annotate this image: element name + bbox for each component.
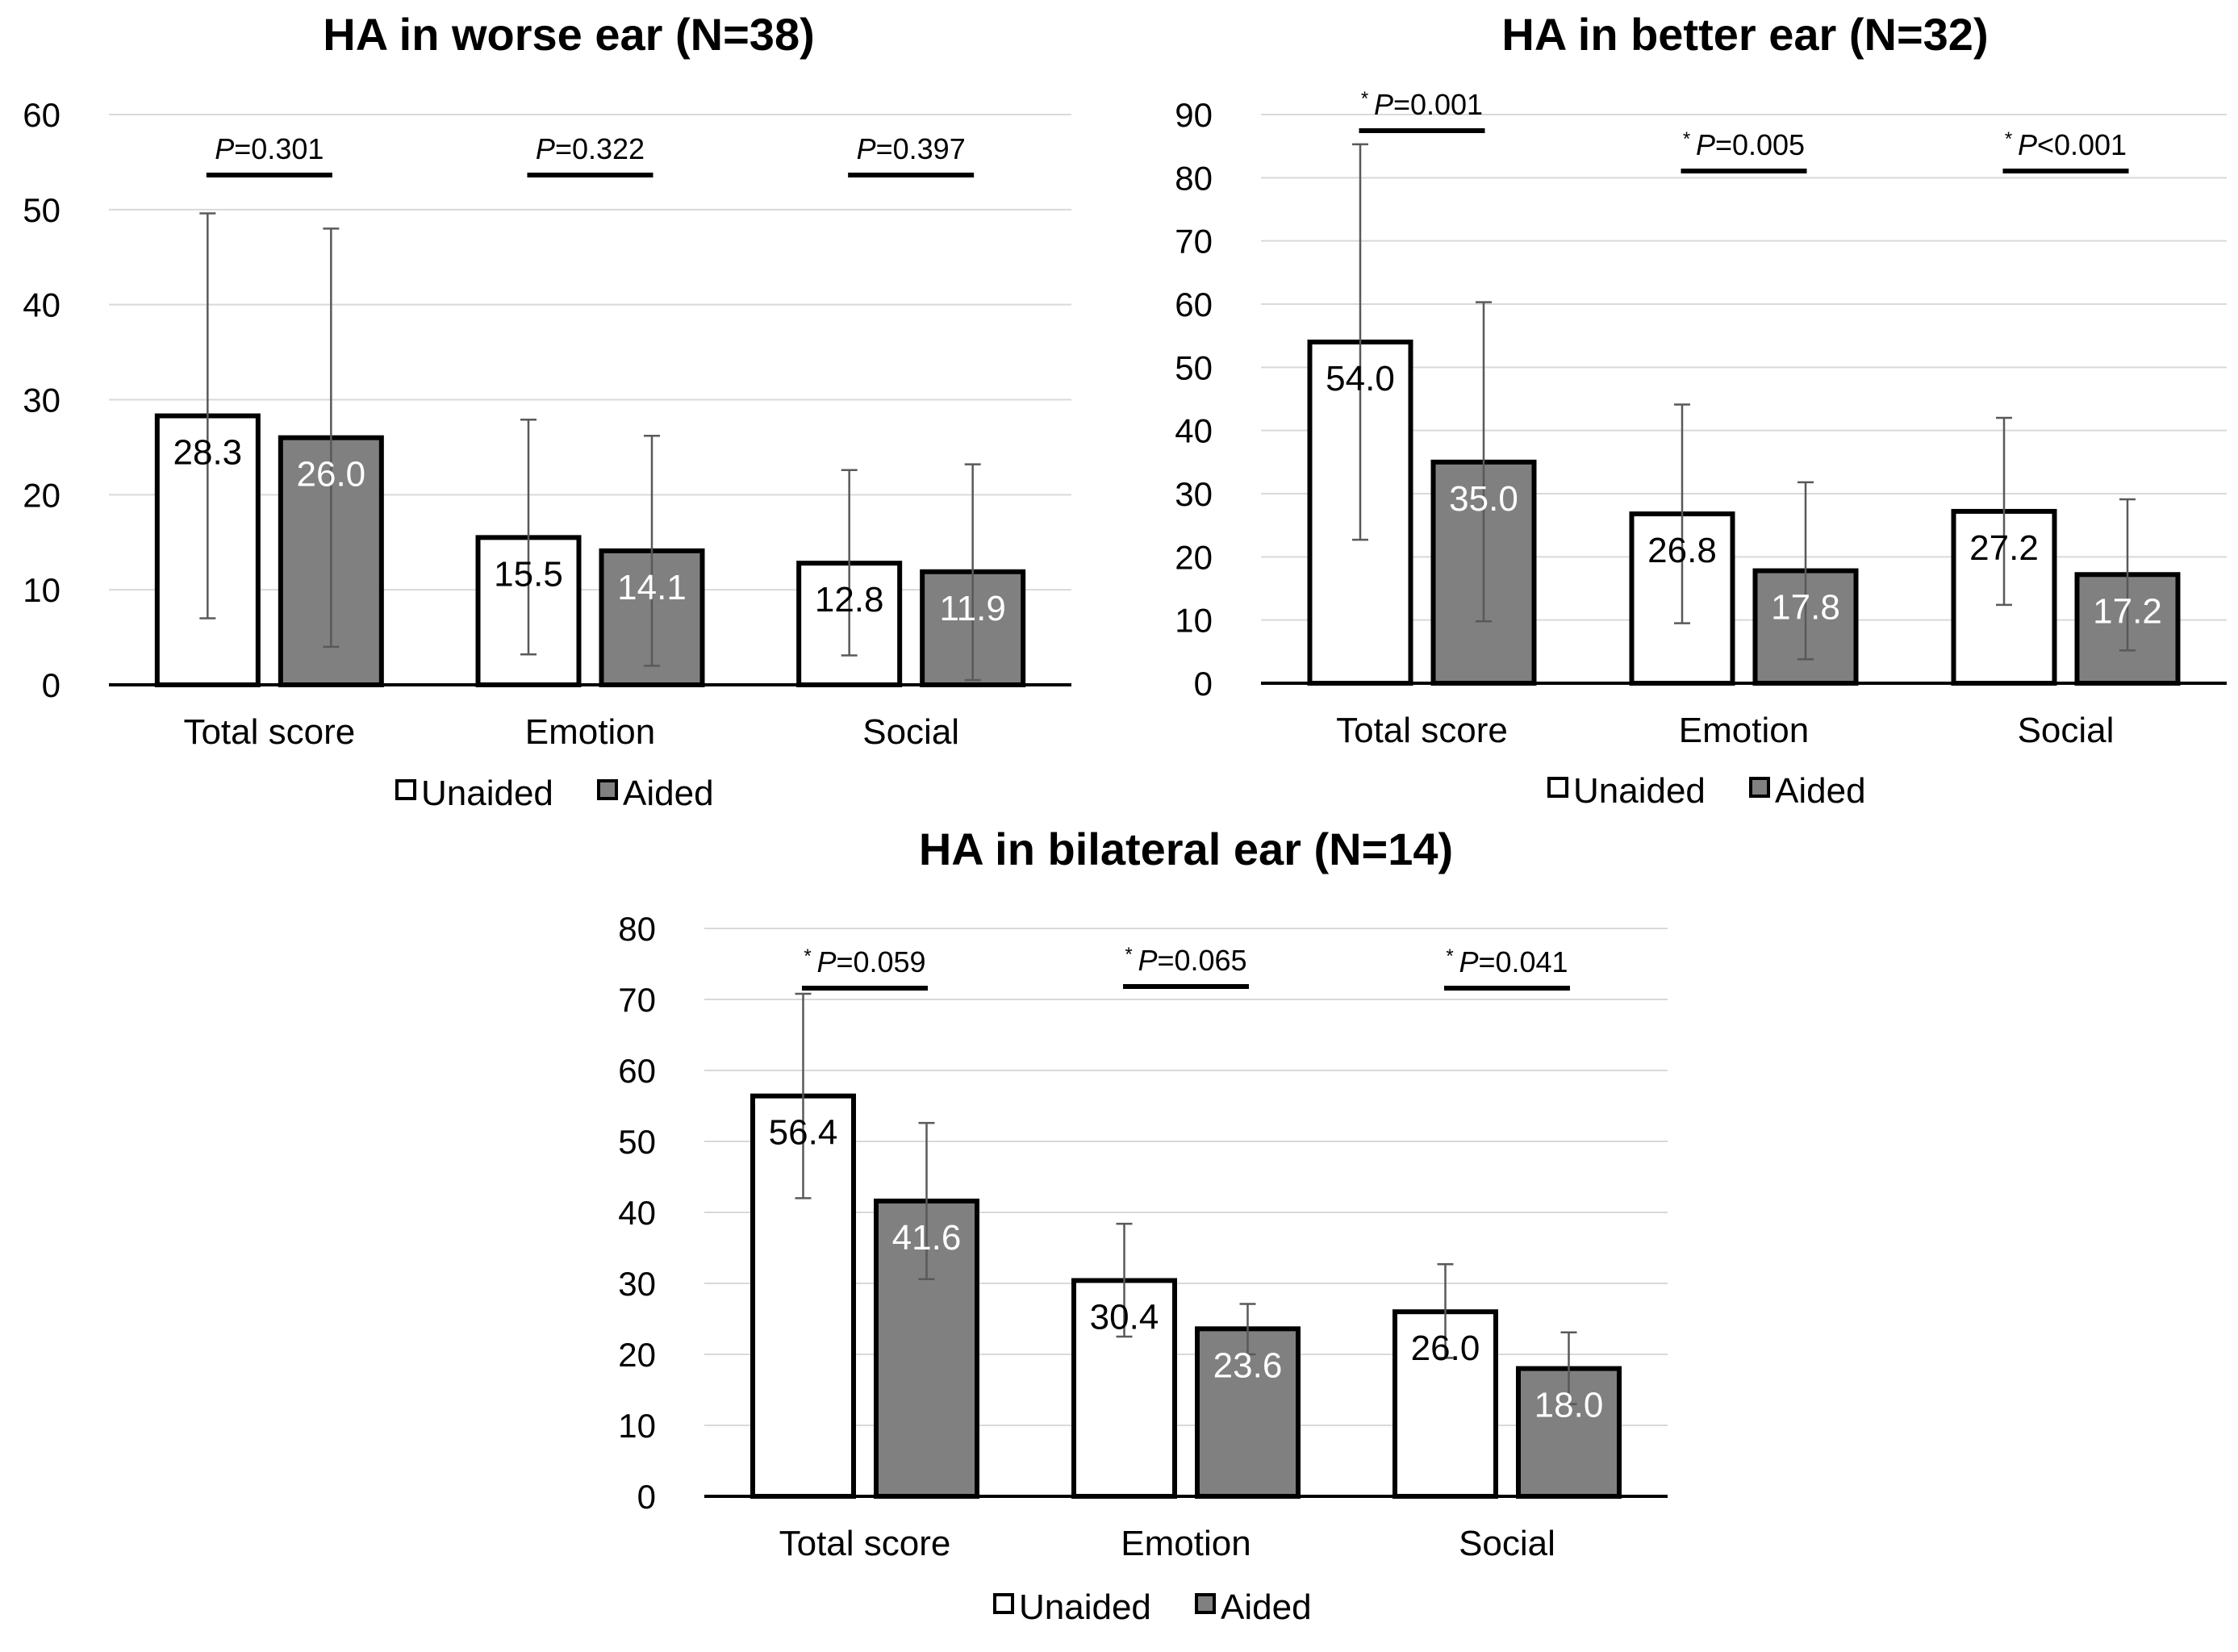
y-tick-label: 50: [618, 1123, 656, 1161]
y-tick-label: 0: [1194, 665, 1213, 703]
data-label: 12.8: [815, 580, 884, 620]
legend-label-unaided: Unaided: [1573, 771, 1706, 811]
y-tick-label: 70: [1175, 223, 1213, 261]
data-label: 14.1: [617, 568, 687, 607]
y-tick-label: 50: [23, 191, 61, 229]
legend-swatch-aided: [1195, 1593, 1216, 1614]
data-label: 56.4: [769, 1113, 838, 1153]
y-tick-label: 50: [1175, 348, 1213, 386]
y-tick-label: 60: [23, 96, 61, 134]
x-category-label: Social: [2018, 711, 2115, 750]
legend-swatch-unaided: [395, 779, 416, 800]
data-label: 11.9: [939, 589, 1005, 628]
y-tick-label: 20: [1175, 538, 1213, 576]
legend-label-unaided: Unaided: [421, 774, 553, 813]
legend-label-aided: Aided: [1221, 1587, 1312, 1627]
y-tick-label: 30: [618, 1265, 656, 1303]
y-tick-label: 40: [618, 1194, 656, 1232]
y-tick-label: 10: [23, 571, 61, 609]
y-tick-label: 0: [42, 666, 61, 704]
data-label: 17.8: [1771, 588, 1840, 628]
x-category-label: Total score: [1336, 711, 1508, 750]
data-label: 23.6: [1213, 1345, 1283, 1385]
data-label: 27.2: [1969, 528, 2039, 568]
y-tick-label: 20: [23, 476, 61, 514]
y-tick-label: 60: [618, 1052, 656, 1090]
legend: Unaided Aided: [1547, 771, 1866, 811]
data-label: 17.2: [2093, 591, 2162, 631]
p-value-label: * P=0.059: [804, 945, 925, 978]
y-tick-label: 60: [1175, 286, 1213, 323]
data-label: 35.0: [1449, 479, 1518, 519]
x-category-label: Emotion: [1679, 711, 1809, 750]
x-category-label: Total score: [183, 712, 355, 752]
p-value-label: * P=0.065: [1125, 944, 1246, 977]
x-category-label: Emotion: [1121, 1524, 1251, 1563]
x-category-label: Total score: [779, 1524, 951, 1563]
chart-title: HA in bilateral ear (N=14): [919, 824, 1453, 874]
y-tick-label: 30: [1175, 475, 1213, 513]
chart-3: HA in bilateral ear (N=14) 0 10 20 30 40 50 60 7…: [618, 824, 1668, 1627]
chart-title: HA in worse ear (N=38): [323, 9, 814, 60]
legend-swatch-unaided: [1547, 777, 1568, 798]
x-category-label: Social: [862, 712, 959, 752]
legend-swatch-aided: [597, 779, 618, 800]
y-tick-label: 10: [1175, 602, 1213, 640]
y-tick-label: 80: [618, 910, 656, 948]
y-tick-label: 70: [618, 981, 656, 1019]
legend-swatch-aided: [1749, 777, 1770, 798]
p-value-label: * P=0.041: [1446, 945, 1568, 978]
data-label: 18.0: [1534, 1386, 1604, 1425]
y-tick-label: 10: [618, 1407, 656, 1445]
p-value-label: P=0.322: [536, 132, 645, 165]
p-value-label: * P<0.001: [2005, 128, 2127, 161]
p-value-label: P=0.301: [215, 132, 324, 165]
y-tick-label: 30: [23, 382, 61, 419]
data-label: 28.3: [173, 433, 243, 473]
legend: Unaided Aided: [395, 774, 714, 813]
legend: Unaided Aided: [993, 1587, 1312, 1627]
chart-2: HA in better ear (N=32) 0 10 20 30 40 50 60 70 80…: [1175, 9, 2227, 811]
chart-title: HA in better ear (N=32): [1501, 9, 1988, 60]
y-tick-label: 20: [618, 1336, 656, 1374]
x-category-label: Emotion: [525, 712, 655, 752]
p-value-label: * P=0.001: [1361, 88, 1483, 121]
x-category-label: Social: [1459, 1524, 1555, 1563]
y-tick-label: 40: [23, 286, 61, 324]
p-value-label: P=0.397: [857, 132, 966, 165]
chart-1: HA in worse ear (N=38) 0 10 20 30 40 50 60 28.3 2…: [23, 9, 1071, 813]
y-tick-label: 40: [1175, 412, 1213, 450]
data-label: 26.8: [1647, 531, 1717, 570]
y-tick-label: 0: [637, 1478, 656, 1516]
legend-label-aided: Aided: [623, 774, 714, 813]
y-tick-label: 90: [1175, 96, 1213, 134]
data-label: 26.0: [1411, 1329, 1480, 1368]
data-label: 41.6: [892, 1218, 962, 1258]
legend-label-aided: Aided: [1775, 771, 1866, 811]
data-label: 26.0: [297, 455, 366, 494]
data-label: 30.4: [1090, 1297, 1159, 1337]
data-label: 15.5: [494, 554, 563, 594]
y-tick-label: 80: [1175, 159, 1213, 197]
legend-label-unaided: Unaided: [1019, 1587, 1151, 1627]
data-label: 54.0: [1326, 359, 1395, 398]
p-value-label: * P=0.005: [1683, 128, 1805, 161]
legend-swatch-unaided: [993, 1593, 1014, 1614]
